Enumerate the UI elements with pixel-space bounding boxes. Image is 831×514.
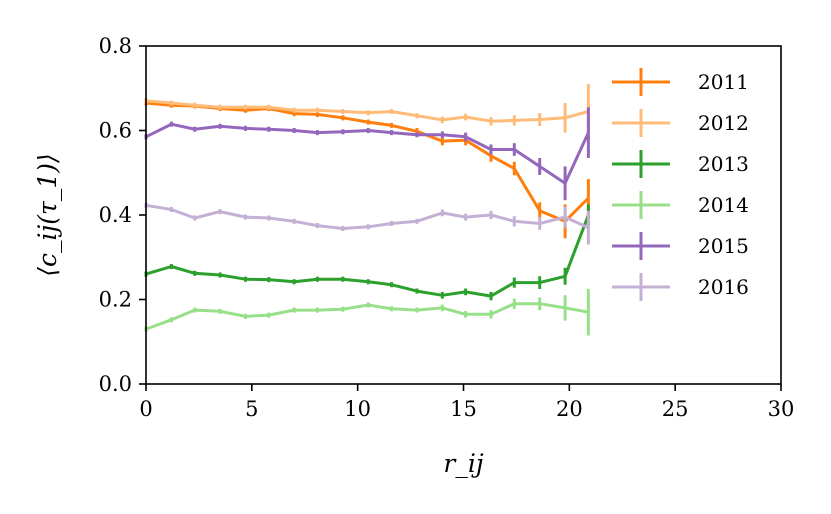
series-2014 — [144, 288, 590, 336]
y-axis-label: ⟨c_ij(τ_1)⟩ — [33, 153, 62, 277]
series-2015 — [144, 107, 590, 201]
legend-item-2013: 2013 — [612, 150, 749, 178]
legend-label: 2013 — [698, 152, 749, 176]
legend-label: 2014 — [698, 193, 749, 217]
legend-item-2015: 2015 — [612, 232, 749, 260]
series-2013 — [144, 204, 590, 301]
legend-item-2016: 2016 — [612, 273, 749, 301]
y-tick-label: 0.4 — [99, 203, 132, 227]
legend-label: 2012 — [698, 111, 749, 135]
y-tick-label: 0.2 — [99, 288, 132, 312]
x-tick-label: 10 — [344, 397, 371, 421]
legend-label: 2011 — [698, 70, 749, 94]
legend: 2011 2012 2013 2014 2015 2016 — [612, 68, 749, 301]
x-tick-label: 25 — [662, 397, 689, 421]
legend-label: 2015 — [698, 234, 749, 258]
series-2016 — [144, 202, 590, 245]
x-tick-label: 15 — [450, 397, 477, 421]
x-tick-label: 20 — [556, 397, 583, 421]
x-tick-label: 30 — [768, 397, 795, 421]
series-layer — [144, 84, 590, 336]
y-tick-label: 0.6 — [99, 119, 132, 143]
legend-label: 2016 — [698, 275, 749, 299]
legend-item-2011: 2011 — [612, 68, 749, 96]
x-axis-label: r_ij — [443, 449, 483, 478]
legend-item-2012: 2012 — [612, 109, 749, 137]
y-tick-label: 0.0 — [99, 372, 132, 396]
series-line — [145, 122, 590, 185]
x-tick-label: 0 — [139, 397, 152, 421]
ticks-layer: 0 5 10 15 20 25 30 0.0 0.2 0.4 0.6 0.8 — [99, 34, 795, 421]
x-tick-label: 5 — [245, 397, 258, 421]
legend-item-2014: 2014 — [612, 191, 749, 219]
y-tick-label: 0.8 — [99, 34, 132, 58]
